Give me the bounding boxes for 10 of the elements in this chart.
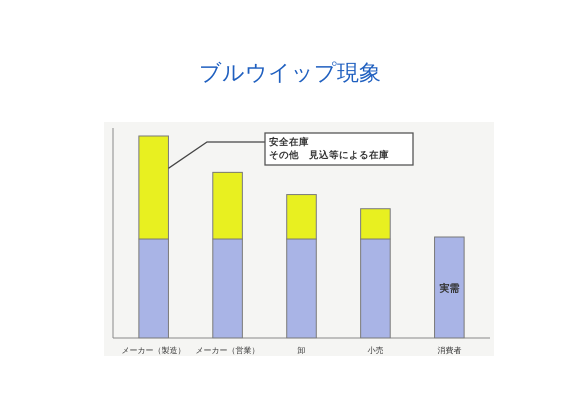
- bar: [434, 236, 465, 338]
- x-tick-label: メーカー（営業）: [196, 346, 260, 355]
- x-tick-label: 卸: [298, 346, 306, 355]
- annotation: 安全在庫: [269, 136, 309, 148]
- annotation: 実需: [438, 282, 460, 294]
- chart-title: ブルウイップ現象: [199, 61, 381, 86]
- x-tick-label: メーカー（製造）: [122, 346, 186, 355]
- x-tick-label: 小売: [367, 346, 384, 355]
- x-tick-label: 消費者: [437, 346, 462, 355]
- annotation: その他 見込等による在庫: [269, 149, 389, 161]
